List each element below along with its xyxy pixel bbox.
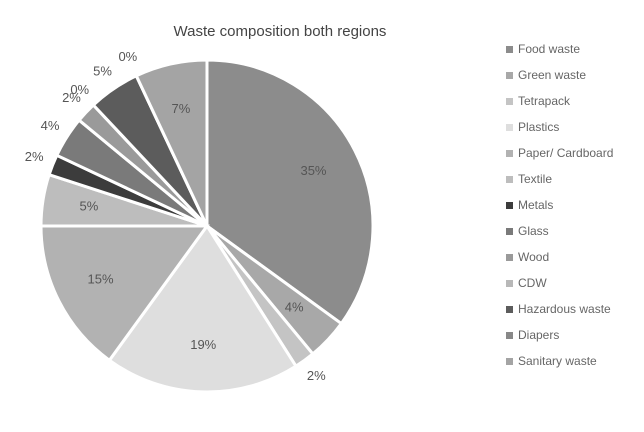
legend-label: Food waste — [518, 42, 580, 56]
legend-swatch — [506, 228, 513, 235]
legend-label: Sanitary waste — [518, 354, 597, 368]
legend-label: Diapers — [518, 328, 559, 342]
legend-label: Green waste — [518, 68, 586, 82]
legend-label: CDW — [518, 276, 547, 290]
legend-label: Textile — [518, 172, 552, 186]
data-label: 4% — [285, 299, 304, 314]
chart-title: Waste composition both regions — [174, 23, 387, 40]
legend-label: Hazardous waste — [518, 302, 611, 316]
legend-swatch — [506, 202, 513, 209]
data-label: 5% — [93, 64, 112, 79]
pie-slice — [39, 224, 210, 363]
legend-label: Glass — [518, 224, 549, 238]
legend-swatch — [506, 280, 513, 287]
data-label: 35% — [300, 163, 326, 178]
legend-label: Metals — [518, 198, 553, 212]
data-label: 15% — [87, 272, 113, 287]
pie-slice — [107, 223, 299, 394]
legend-swatch — [506, 46, 513, 53]
data-label: 2% — [25, 149, 44, 164]
data-label: 0% — [70, 82, 89, 97]
legend-label: Wood — [518, 250, 549, 264]
data-label: 7% — [172, 101, 191, 116]
legend-swatch — [506, 98, 513, 105]
legend-swatch — [506, 72, 513, 79]
legend-swatch — [506, 124, 513, 131]
data-label: 19% — [190, 337, 216, 352]
pie-slice — [205, 58, 375, 326]
legend-swatch — [506, 254, 513, 261]
legend-swatch — [506, 176, 513, 183]
data-label: 2% — [62, 90, 81, 105]
legend-label: Tetrapack — [518, 94, 571, 108]
legend-swatch — [506, 358, 513, 365]
data-label: 2% — [307, 368, 326, 383]
data-label: 4% — [41, 118, 60, 133]
pie-slice — [134, 58, 209, 227]
legend-label: Paper/ Cardboard — [518, 146, 613, 160]
legend-swatch — [506, 150, 513, 157]
data-label: 0% — [118, 49, 137, 64]
legend-swatch — [506, 306, 513, 313]
data-label: 5% — [80, 199, 99, 214]
legend-label: Plastics — [518, 120, 559, 134]
legend-swatch — [506, 332, 513, 339]
